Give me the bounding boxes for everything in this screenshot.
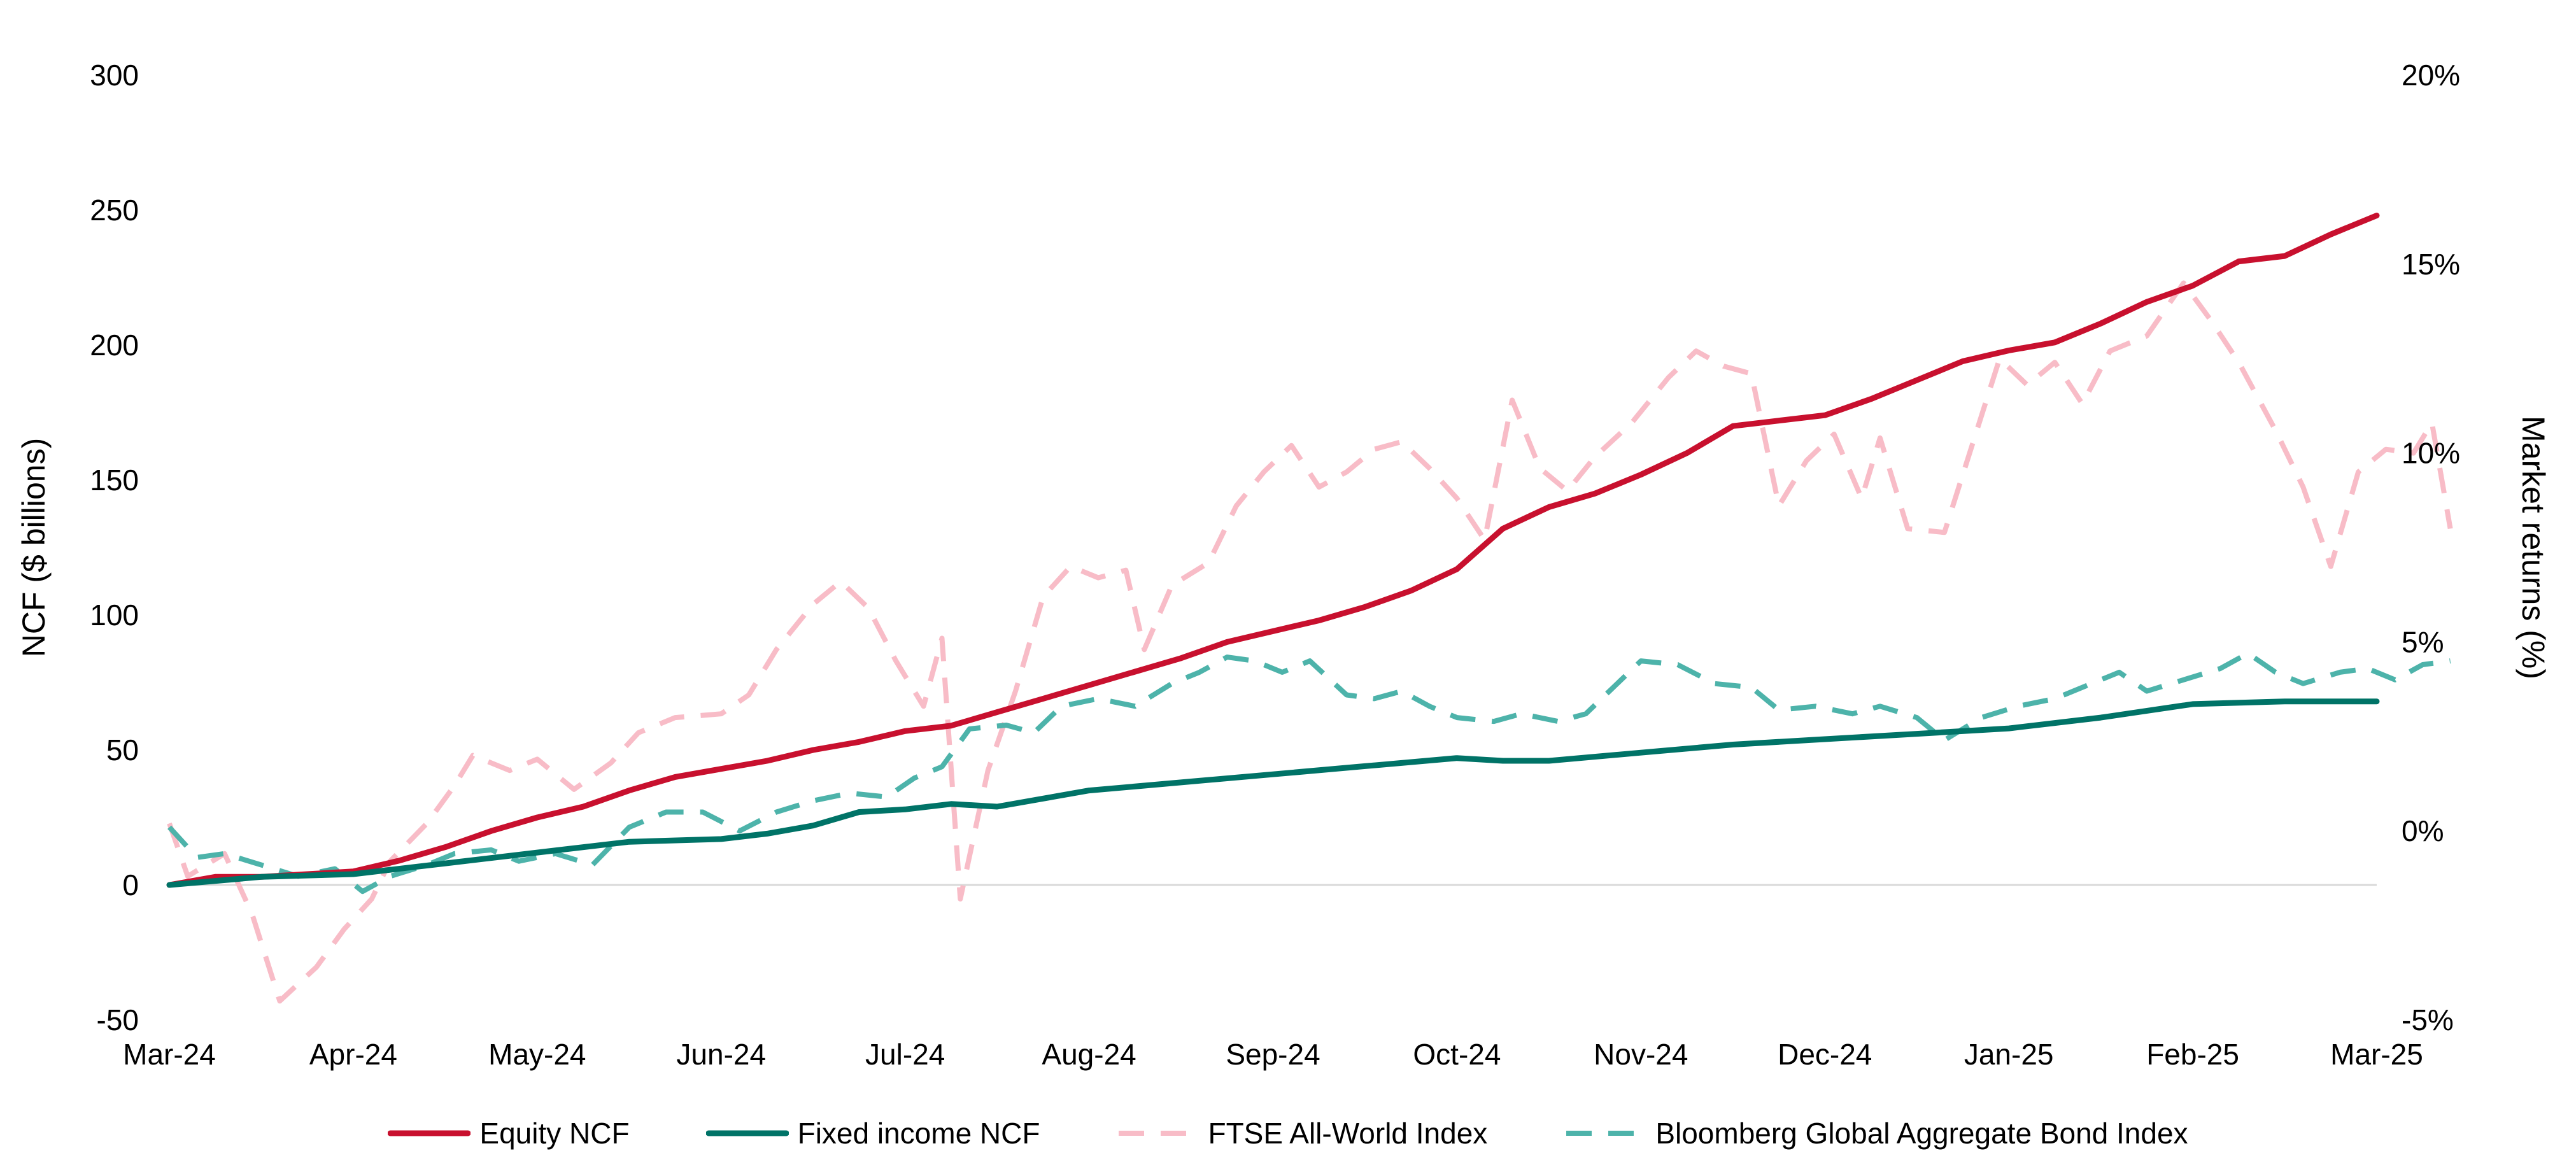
x-tick-label: Oct-24: [1413, 1038, 1501, 1071]
x-tick-label: Nov-24: [1594, 1038, 1688, 1071]
x-tick-label: Apr-24: [309, 1038, 397, 1071]
y-tick-label-right: 5%: [2402, 625, 2444, 658]
legend-item-ftse-all-world-index: FTSE All-World Index: [1116, 1116, 1487, 1150]
x-tick-label: Jan-25: [1964, 1038, 2054, 1071]
y-tick-label-left: 50: [106, 733, 139, 767]
x-tick-label: Dec-24: [1778, 1038, 1872, 1071]
x-tick-label: Aug-24: [1042, 1038, 1136, 1071]
x-tick-label: Mar-25: [2330, 1038, 2423, 1071]
x-tick-label: May-24: [488, 1038, 586, 1071]
x-tick-label: Jul-24: [865, 1038, 945, 1071]
series-line-fixed-income-ncf: [166, 698, 2380, 888]
legend-label: FTSE All-World Index: [1208, 1117, 1488, 1150]
y-tick-label-right: 0%: [2402, 814, 2444, 847]
legend-item-bloomberg-global-aggregate-bond-index: Bloomberg Global Aggregate Bond Index: [1564, 1116, 2188, 1150]
y-tick-label-left: 300: [90, 59, 139, 92]
series-line-equity-ncf: [166, 213, 2380, 888]
y-tick-label-right: 20%: [2402, 59, 2460, 92]
series-line-ftse-all-world-index: [167, 280, 2453, 1004]
legend-label: Fixed income NCF: [797, 1117, 1040, 1150]
x-tick-label: Mar-24: [123, 1038, 216, 1071]
y-tick-label-left: 200: [90, 329, 139, 362]
legend-item-fixed-income-ncf: Fixed income NCF: [705, 1116, 1040, 1150]
legend-label: Bloomberg Global Aggregate Bond Index: [1655, 1117, 2188, 1150]
legend-item-equity-ncf: Equity NCF: [388, 1116, 630, 1150]
y-tick-label-right: 15%: [2402, 248, 2460, 281]
y-tick-label-left: -50: [97, 1003, 139, 1036]
x-tick-label: Sep-24: [1226, 1038, 1320, 1071]
legend-label: Equity NCF: [479, 1117, 630, 1150]
chart-legend: Equity NCF Fixed income NCF FTSE All-World…: [0, 1108, 2576, 1159]
legend-swatch: [388, 1130, 471, 1136]
y-axis-title-right: Market returns (%): [2516, 416, 2551, 679]
left-axis-ticks: -50 0 50 100 150 200 250 300: [90, 59, 139, 1036]
x-tick-label: Jun-24: [676, 1038, 766, 1071]
legend-swatch: [1566, 1131, 1645, 1136]
y-tick-label-right: -5%: [2402, 1003, 2454, 1036]
y-tick-label-left: 250: [90, 194, 139, 227]
x-tick-label: Feb-25: [2146, 1038, 2239, 1071]
y-tick-label-left: 100: [90, 598, 139, 632]
y-axis-title-left: NCF ($ billions): [16, 438, 52, 658]
x-axis-ticks: Mar-24 Apr-24 May-24 Jun-24 Jul-24 Aug-24 Sep-…: [123, 1038, 2423, 1071]
legend-swatch: [705, 1130, 789, 1136]
legend-swatch: [1119, 1131, 1197, 1136]
y-tick-label-left: 150: [90, 463, 139, 497]
series-layer: [166, 213, 2453, 1004]
y-tick-label-left: 0: [122, 868, 139, 902]
y-tick-label-right: 10%: [2402, 437, 2460, 470]
right-axis-ticks: -5% 0% 5% 10% 15% 20%: [2402, 59, 2460, 1036]
